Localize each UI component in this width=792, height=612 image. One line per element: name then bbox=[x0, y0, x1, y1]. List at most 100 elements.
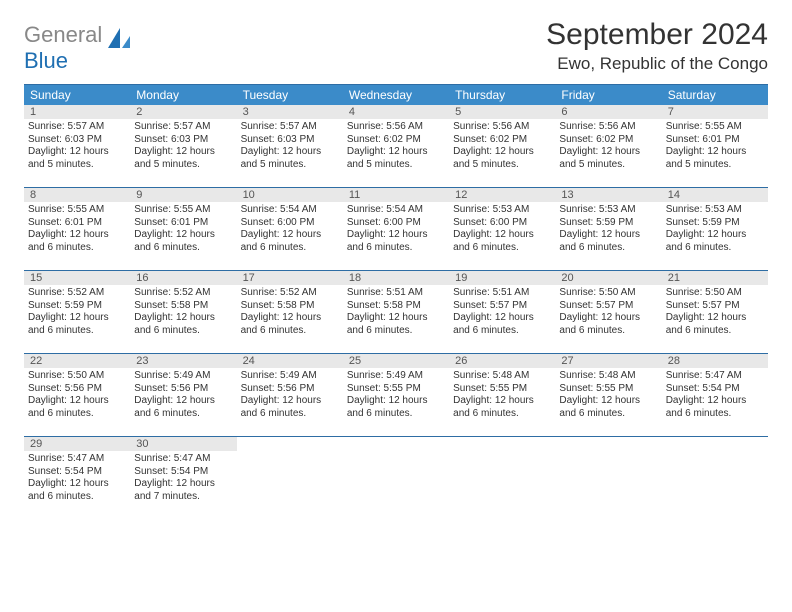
sunrise-line: Sunrise: 5:54 AM bbox=[347, 204, 445, 217]
daylight-line: Daylight: 12 hours and 5 minutes. bbox=[453, 146, 551, 171]
day-number: 11 bbox=[343, 188, 449, 202]
sunset-line: Sunset: 5:54 PM bbox=[666, 383, 764, 396]
sunset-line: Sunset: 6:01 PM bbox=[28, 217, 126, 230]
sunset-line: Sunset: 6:02 PM bbox=[559, 134, 657, 147]
day-header: Saturday bbox=[662, 85, 768, 105]
sunrise-line: Sunrise: 5:52 AM bbox=[134, 287, 232, 300]
sunrise-line: Sunrise: 5:48 AM bbox=[453, 370, 551, 383]
daylight-line: Daylight: 12 hours and 6 minutes. bbox=[241, 395, 339, 420]
daylight-line: Daylight: 12 hours and 6 minutes. bbox=[241, 312, 339, 337]
sunset-line: Sunset: 5:59 PM bbox=[666, 217, 764, 230]
sunrise-line: Sunrise: 5:53 AM bbox=[453, 204, 551, 217]
weeks-container: 1Sunrise: 5:57 AMSunset: 6:03 PMDaylight… bbox=[24, 105, 768, 519]
calendar-cell: 27Sunrise: 5:48 AMSunset: 5:55 PMDayligh… bbox=[555, 354, 661, 436]
calendar-cell: 4Sunrise: 5:56 AMSunset: 6:02 PMDaylight… bbox=[343, 105, 449, 187]
daylight-line: Daylight: 12 hours and 6 minutes. bbox=[28, 229, 126, 254]
sunrise-line: Sunrise: 5:49 AM bbox=[347, 370, 445, 383]
sunset-line: Sunset: 6:03 PM bbox=[28, 134, 126, 147]
month-title: September 2024 bbox=[546, 18, 768, 52]
day-number: 20 bbox=[555, 271, 661, 285]
sunrise-line: Sunrise: 5:53 AM bbox=[666, 204, 764, 217]
calendar-week: 29Sunrise: 5:47 AMSunset: 5:54 PMDayligh… bbox=[24, 437, 768, 519]
daylight-line: Daylight: 12 hours and 6 minutes. bbox=[347, 395, 445, 420]
day-header: Sunday bbox=[24, 85, 130, 105]
sunrise-line: Sunrise: 5:47 AM bbox=[134, 453, 232, 466]
daylight-line: Daylight: 12 hours and 6 minutes. bbox=[28, 312, 126, 337]
day-number: 5 bbox=[449, 105, 555, 119]
calendar-cell: 2Sunrise: 5:57 AMSunset: 6:03 PMDaylight… bbox=[130, 105, 236, 187]
sunset-line: Sunset: 5:54 PM bbox=[134, 466, 232, 479]
daylight-line: Daylight: 12 hours and 6 minutes. bbox=[453, 395, 551, 420]
brand-word-1: General bbox=[24, 22, 102, 47]
daylight-line: Daylight: 12 hours and 6 minutes. bbox=[347, 229, 445, 254]
sunrise-line: Sunrise: 5:49 AM bbox=[134, 370, 232, 383]
sunset-line: Sunset: 5:59 PM bbox=[559, 217, 657, 230]
sunrise-line: Sunrise: 5:57 AM bbox=[28, 121, 126, 134]
sunset-line: Sunset: 6:00 PM bbox=[347, 217, 445, 230]
sunrise-line: Sunrise: 5:56 AM bbox=[559, 121, 657, 134]
day-number: 16 bbox=[130, 271, 236, 285]
calendar-cell bbox=[343, 437, 449, 519]
sunrise-line: Sunrise: 5:56 AM bbox=[453, 121, 551, 134]
daylight-line: Daylight: 12 hours and 6 minutes. bbox=[666, 312, 764, 337]
sunset-line: Sunset: 5:56 PM bbox=[134, 383, 232, 396]
calendar-cell: 10Sunrise: 5:54 AMSunset: 6:00 PMDayligh… bbox=[237, 188, 343, 270]
calendar-cell: 18Sunrise: 5:51 AMSunset: 5:58 PMDayligh… bbox=[343, 271, 449, 353]
sunrise-line: Sunrise: 5:49 AM bbox=[241, 370, 339, 383]
sunset-line: Sunset: 6:00 PM bbox=[241, 217, 339, 230]
sunrise-line: Sunrise: 5:47 AM bbox=[666, 370, 764, 383]
daylight-line: Daylight: 12 hours and 6 minutes. bbox=[134, 395, 232, 420]
day-number: 17 bbox=[237, 271, 343, 285]
sunrise-line: Sunrise: 5:50 AM bbox=[28, 370, 126, 383]
sunset-line: Sunset: 6:01 PM bbox=[666, 134, 764, 147]
sunrise-line: Sunrise: 5:55 AM bbox=[28, 204, 126, 217]
sunset-line: Sunset: 6:02 PM bbox=[453, 134, 551, 147]
calendar-cell: 24Sunrise: 5:49 AMSunset: 5:56 PMDayligh… bbox=[237, 354, 343, 436]
calendar-cell: 5 Sunrise: 5:56 AMSunset: 6:02 PMDaylight… bbox=[449, 105, 555, 187]
daylight-line: Daylight: 12 hours and 5 minutes. bbox=[241, 146, 339, 171]
sunset-line: Sunset: 5:55 PM bbox=[347, 383, 445, 396]
day-number: 1 bbox=[24, 105, 130, 119]
daylight-line: Daylight: 12 hours and 6 minutes. bbox=[453, 312, 551, 337]
sail-icon bbox=[106, 26, 132, 57]
sunrise-line: Sunrise: 5:51 AM bbox=[347, 287, 445, 300]
sunrise-line: Sunrise: 5:57 AM bbox=[134, 121, 232, 134]
daylight-line: Daylight: 12 hours and 5 minutes. bbox=[666, 146, 764, 171]
day-number: 10 bbox=[237, 188, 343, 202]
sunrise-line: Sunrise: 5:56 AM bbox=[347, 121, 445, 134]
day-number: 30 bbox=[130, 437, 236, 451]
daylight-line: Daylight: 12 hours and 6 minutes. bbox=[666, 229, 764, 254]
sunrise-line: Sunrise: 5:55 AM bbox=[134, 204, 232, 217]
sunset-line: Sunset: 5:57 PM bbox=[559, 300, 657, 313]
sunset-line: Sunset: 5:57 PM bbox=[666, 300, 764, 313]
daylight-line: Daylight: 12 hours and 6 minutes. bbox=[347, 312, 445, 337]
day-number: 22 bbox=[24, 354, 130, 368]
day-number: 2 bbox=[130, 105, 236, 119]
sunrise-line: Sunrise: 5:47 AM bbox=[28, 453, 126, 466]
brand-text: General Blue bbox=[24, 22, 102, 74]
day-number: 23 bbox=[130, 354, 236, 368]
day-number: 3 bbox=[237, 105, 343, 119]
day-header-row: Sunday Monday Tuesday Wednesday Thursday… bbox=[24, 85, 768, 105]
sunrise-line: Sunrise: 5:55 AM bbox=[666, 121, 764, 134]
day-number: 9 bbox=[130, 188, 236, 202]
sunset-line: Sunset: 5:55 PM bbox=[453, 383, 551, 396]
daylight-line: Daylight: 12 hours and 6 minutes. bbox=[134, 312, 232, 337]
brand-logo: General Blue bbox=[24, 22, 132, 74]
daylight-line: Daylight: 12 hours and 6 minutes. bbox=[134, 229, 232, 254]
sunset-line: Sunset: 5:59 PM bbox=[28, 300, 126, 313]
calendar-cell: 12Sunrise: 5:53 AMSunset: 6:00 PMDayligh… bbox=[449, 188, 555, 270]
daylight-line: Daylight: 12 hours and 6 minutes. bbox=[559, 229, 657, 254]
sunrise-line: Sunrise: 5:57 AM bbox=[241, 121, 339, 134]
daylight-line: Daylight: 12 hours and 5 minutes. bbox=[28, 146, 126, 171]
sunset-line: Sunset: 6:02 PM bbox=[347, 134, 445, 147]
calendar-cell: 25Sunrise: 5:49 AMSunset: 5:55 PMDayligh… bbox=[343, 354, 449, 436]
daylight-line: Daylight: 12 hours and 6 minutes. bbox=[241, 229, 339, 254]
day-number: 7 bbox=[662, 105, 768, 119]
calendar-cell bbox=[555, 437, 661, 519]
calendar-cell: 17Sunrise: 5:52 AMSunset: 5:58 PMDayligh… bbox=[237, 271, 343, 353]
calendar-cell: 23 Sunrise: 5:49 AMSunset: 5:56 PMDayligh… bbox=[130, 354, 236, 436]
day-header: Thursday bbox=[449, 85, 555, 105]
calendar-cell bbox=[237, 437, 343, 519]
day-header: Tuesday bbox=[237, 85, 343, 105]
